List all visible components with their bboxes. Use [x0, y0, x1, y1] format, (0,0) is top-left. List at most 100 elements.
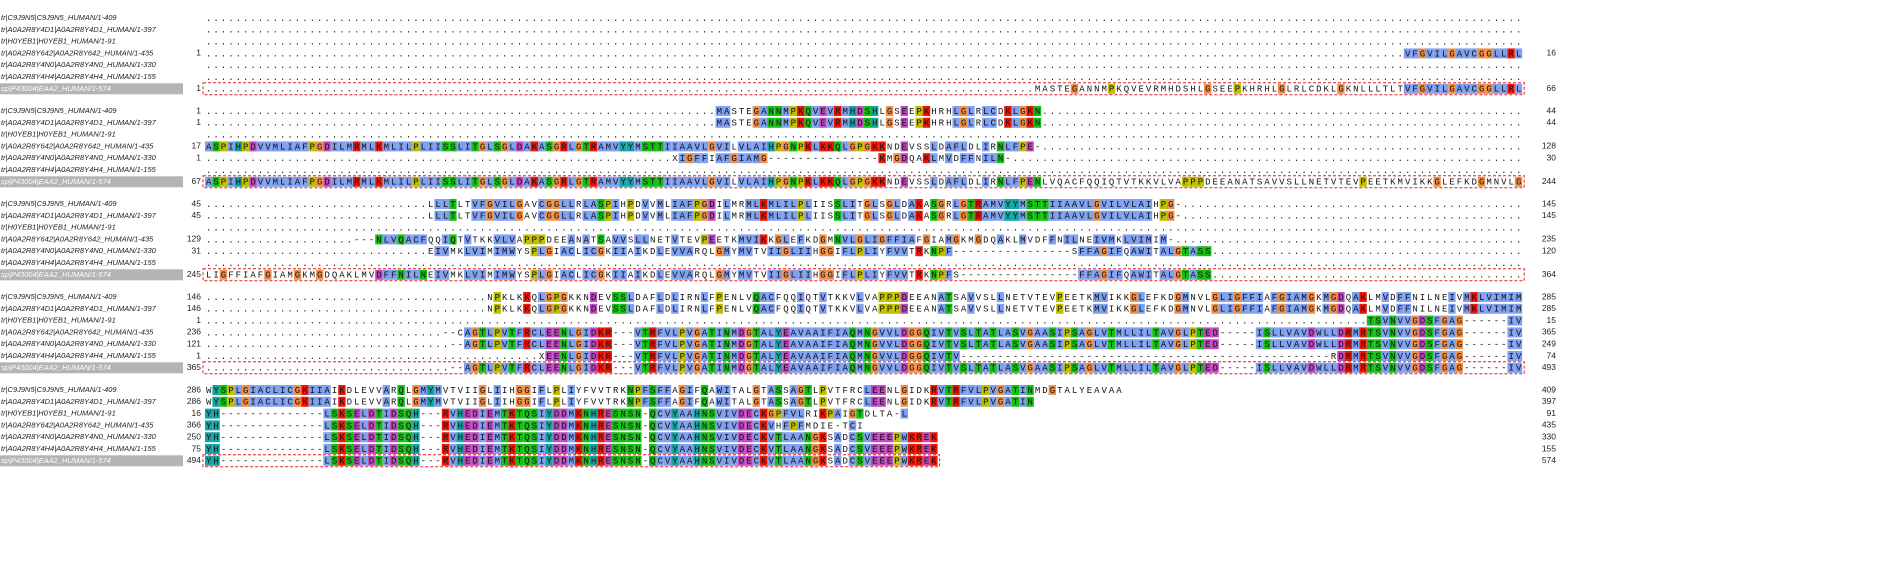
residue-color [930, 176, 938, 187]
residue-color [663, 141, 672, 152]
residue-color [1411, 362, 1419, 373]
residue-color [567, 327, 575, 338]
residue-color [900, 327, 908, 338]
residue-color [1048, 362, 1056, 373]
residues: ........................................… [206, 154, 1523, 164]
residues: ........................................… [206, 107, 1523, 117]
residue-color [1514, 339, 1523, 350]
residue-color [1514, 303, 1523, 314]
residue-color [937, 246, 945, 257]
residue-color [412, 176, 420, 187]
residue-color [1329, 303, 1338, 314]
residue-color [885, 455, 894, 466]
residue-color [1130, 234, 1138, 245]
residue-color [1159, 199, 1167, 209]
residue-color [841, 234, 849, 245]
residue-color [397, 269, 405, 280]
residue-color [686, 339, 694, 350]
residue-color [619, 455, 627, 466]
residue-color [597, 420, 605, 431]
residue-color [1278, 339, 1286, 350]
residue-color [760, 153, 768, 164]
residue-color [471, 199, 479, 209]
residue-color [397, 432, 405, 443]
residue-color [745, 339, 753, 350]
residue-color [671, 351, 679, 361]
residue-color [656, 176, 664, 187]
residue-color [663, 455, 672, 466]
residue-color [1115, 339, 1123, 350]
residue-color [678, 408, 686, 419]
residue-color [345, 420, 353, 431]
residue-color [434, 176, 442, 187]
residue-color [678, 176, 686, 187]
start-number: 1 [196, 117, 201, 127]
residue-color [922, 444, 931, 454]
residue-color [397, 420, 405, 431]
residue-color [1189, 246, 1197, 257]
residue-color [286, 396, 294, 407]
residue-color [441, 199, 450, 209]
residue-color [856, 292, 864, 302]
residue-color [538, 234, 546, 245]
residue-color [945, 234, 953, 245]
residues: .................................--AGTLP… [206, 364, 1523, 374]
start-number: 1 [196, 105, 201, 115]
residue-color [397, 141, 405, 152]
residue-color [597, 362, 605, 373]
residue-color [767, 246, 775, 257]
residue-color [242, 176, 250, 187]
residue-color [878, 141, 886, 152]
residue-color [967, 210, 975, 221]
residue-color [552, 176, 561, 187]
start-number: 121 [187, 338, 201, 348]
residue-color [745, 269, 753, 280]
residue-color [471, 246, 479, 257]
residue-color [1011, 339, 1019, 350]
residue-color [871, 396, 879, 407]
residue-color [530, 234, 538, 245]
residue-color [427, 176, 435, 187]
residue-color [360, 444, 368, 454]
residue-color [582, 432, 590, 443]
residue-color [952, 327, 960, 338]
residue-color [1056, 292, 1064, 302]
residue-color [264, 141, 272, 152]
residue-color [441, 420, 450, 431]
residue-color [952, 385, 960, 395]
residue-color [678, 339, 686, 350]
end-number: 66 [1547, 83, 1557, 93]
sequence-name: tr|A0A2R8Y4N0|A0A2R8Y4N0_HUMAN/1-330 [1, 246, 157, 255]
sequence-name: tr|H0YEB1|H0YEB1_HUMAN/1-91 [1, 130, 116, 139]
residue-color [501, 444, 509, 454]
residue-color [760, 432, 768, 443]
residue-color [619, 141, 627, 152]
residue-color [871, 327, 879, 338]
residue-color [641, 234, 649, 245]
residue-color [745, 420, 753, 431]
residue-color [1329, 362, 1338, 373]
residue-color [671, 444, 679, 454]
residue-color [656, 455, 664, 466]
residue-color [1093, 210, 1101, 221]
residue-color [863, 351, 871, 361]
residue-color [242, 385, 250, 395]
residue-color [1426, 48, 1434, 59]
residue-color [1470, 48, 1478, 59]
residue-color [641, 176, 649, 187]
residue-color [774, 199, 783, 209]
residue-color [856, 455, 864, 466]
selected-name-bg [0, 83, 183, 95]
residue-color [782, 351, 790, 361]
start-number: 366 [187, 420, 201, 430]
residue-color [264, 269, 272, 280]
residue-color [1352, 292, 1360, 302]
residue-color [760, 292, 768, 302]
residue-color [945, 327, 953, 338]
residue-color [626, 210, 635, 221]
residue-color [1396, 315, 1404, 326]
residue-color [538, 408, 546, 419]
residue-color [545, 455, 553, 466]
residue-color [589, 141, 598, 152]
